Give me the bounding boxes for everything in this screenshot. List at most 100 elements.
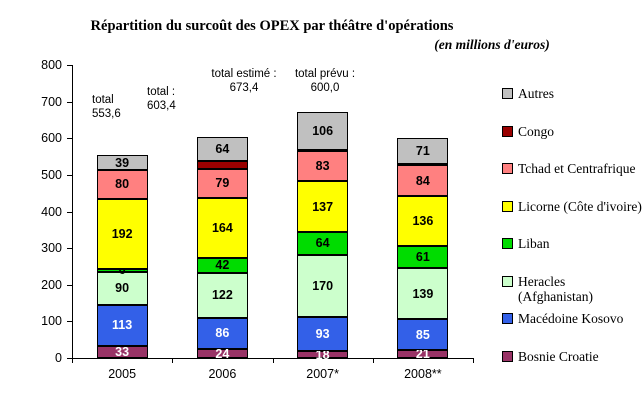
bar-value-label: 83 bbox=[315, 159, 330, 174]
bar-segment: 139 bbox=[397, 268, 449, 320]
bar-value-label: 61 bbox=[415, 250, 430, 265]
bar-segment: 93 bbox=[297, 317, 349, 352]
bar-value-label: 170 bbox=[312, 279, 334, 294]
legend-swatch bbox=[502, 200, 513, 212]
bar-segment: 84 bbox=[397, 165, 449, 197]
bar-segment: 122 bbox=[196, 273, 248, 318]
bar-segment: 64 bbox=[297, 231, 349, 256]
bar-segment: 85 bbox=[397, 319, 449, 351]
legend-label: Licorne (Côte d'ivoire) bbox=[518, 198, 642, 214]
legend-label: Tchad et Centrafrique bbox=[518, 161, 636, 176]
bar-segment: 39 bbox=[96, 155, 148, 170]
bar-segment: 42 bbox=[196, 257, 248, 274]
legend-label: Liban bbox=[518, 236, 550, 251]
bar-value-label: 113 bbox=[112, 318, 133, 333]
total-annotation: total prévu : 600,0 bbox=[294, 68, 356, 94]
y-tick-mark bbox=[67, 211, 72, 213]
y-axis-tick-label: 500 bbox=[41, 167, 62, 182]
bar-value-label: 80 bbox=[115, 177, 130, 192]
bar-segment: 33 bbox=[96, 344, 148, 359]
bar-value-label: 6 bbox=[118, 263, 126, 278]
legend-item: Tchad et Centrafrique bbox=[502, 161, 642, 176]
x-tick-mark bbox=[473, 358, 474, 363]
bar-segment: 136 bbox=[397, 196, 449, 246]
legend-item: Bosnie Croatie bbox=[502, 349, 642, 364]
legend-label: Heracles (Afghanistan) bbox=[518, 273, 593, 304]
bar-value-label: 18 bbox=[315, 347, 330, 362]
bar-value-label: 86 bbox=[215, 326, 230, 341]
legend-item: Liban bbox=[502, 236, 642, 251]
bar-value-label: 85 bbox=[415, 327, 430, 342]
total-annotation: total : 603,4 bbox=[147, 86, 176, 112]
bar-segment: 83 bbox=[297, 151, 349, 182]
bar-segment: 170 bbox=[297, 255, 349, 318]
bar-segment: 24 bbox=[196, 346, 248, 361]
bar-segment bbox=[196, 160, 248, 169]
legend-swatch bbox=[502, 163, 513, 174]
y-axis-tick-label: 200 bbox=[41, 277, 62, 292]
bar-value-label: 139 bbox=[412, 286, 434, 301]
bar-segment: 90 bbox=[96, 271, 148, 305]
bar-value-label: 79 bbox=[215, 176, 230, 191]
bar-segment: 80 bbox=[96, 169, 148, 200]
x-tick-mark bbox=[372, 358, 374, 363]
y-tick-mark bbox=[67, 65, 72, 66]
legend-label: Congo bbox=[518, 123, 555, 139]
bar-value-label: 106 bbox=[312, 123, 334, 138]
bar-value-label: 21 bbox=[415, 347, 430, 362]
bar-value-label: 71 bbox=[415, 144, 430, 159]
bar-value-label: 33 bbox=[115, 344, 130, 359]
bar-value-label: 192 bbox=[111, 227, 133, 242]
bar-value-label: 84 bbox=[415, 173, 430, 188]
y-tick-mark bbox=[67, 358, 72, 359]
bar-segment: 106 bbox=[297, 111, 349, 151]
bar-segment: 18 bbox=[297, 347, 349, 362]
x-axis-category-label: 2008** bbox=[404, 367, 442, 381]
y-axis-line bbox=[72, 65, 73, 359]
bar-segment: 192 bbox=[96, 199, 148, 270]
chart-title: Répartition du surcoût des OPEX par théâ… bbox=[90, 18, 454, 34]
bar-value-label: 164 bbox=[211, 220, 233, 235]
bar-value-label: 137 bbox=[312, 199, 334, 214]
bar-segment: 6 bbox=[96, 264, 148, 277]
legend-item: Autres bbox=[502, 86, 642, 101]
bar-segment: 64 bbox=[196, 137, 248, 161]
bar-value-label: 39 bbox=[115, 155, 130, 170]
legend-swatch bbox=[502, 313, 513, 324]
legend-item: Heracles (Afghanistan) bbox=[502, 274, 642, 304]
bar-segment: 164 bbox=[196, 197, 248, 258]
bar-value-label: 24 bbox=[215, 346, 230, 361]
legend-label: Autres bbox=[518, 86, 554, 101]
y-axis-tick-label: 400 bbox=[41, 204, 62, 219]
y-axis-tick-label: 700 bbox=[41, 94, 62, 109]
y-tick-mark bbox=[67, 174, 72, 176]
bar-segment: 137 bbox=[297, 181, 349, 232]
bar-value-label: 93 bbox=[315, 327, 330, 342]
x-tick-mark bbox=[172, 358, 174, 363]
y-axis-tick-label: 100 bbox=[41, 314, 62, 329]
y-tick-mark bbox=[67, 101, 72, 103]
legend-swatch bbox=[502, 88, 513, 99]
bar-value-label: 42 bbox=[215, 258, 230, 273]
bar-value-label: 122 bbox=[211, 288, 233, 303]
y-tick-mark bbox=[67, 248, 72, 250]
x-tick-mark bbox=[72, 358, 73, 363]
bar-segment: 86 bbox=[196, 317, 248, 350]
legend-item: Congo bbox=[502, 124, 642, 139]
bar-value-label: 64 bbox=[315, 236, 330, 251]
total-annotation: total estimé : 673,4 bbox=[211, 68, 277, 94]
legend-label: Bosnie Croatie bbox=[518, 348, 599, 364]
x-tick-mark bbox=[272, 358, 274, 363]
total-annotation: total 553,6 bbox=[92, 94, 121, 120]
legend-swatch bbox=[502, 275, 513, 287]
x-axis-category-label: 2005 bbox=[108, 367, 137, 381]
bar-segment: 79 bbox=[196, 168, 248, 198]
bar-value-label: 90 bbox=[115, 281, 130, 296]
legend-swatch bbox=[502, 238, 513, 249]
y-tick-mark bbox=[67, 284, 72, 286]
legend-item: Macédoine Kosovo bbox=[502, 311, 642, 326]
bar-segment: 21 bbox=[397, 347, 449, 362]
bar-value-label: 64 bbox=[215, 141, 230, 156]
